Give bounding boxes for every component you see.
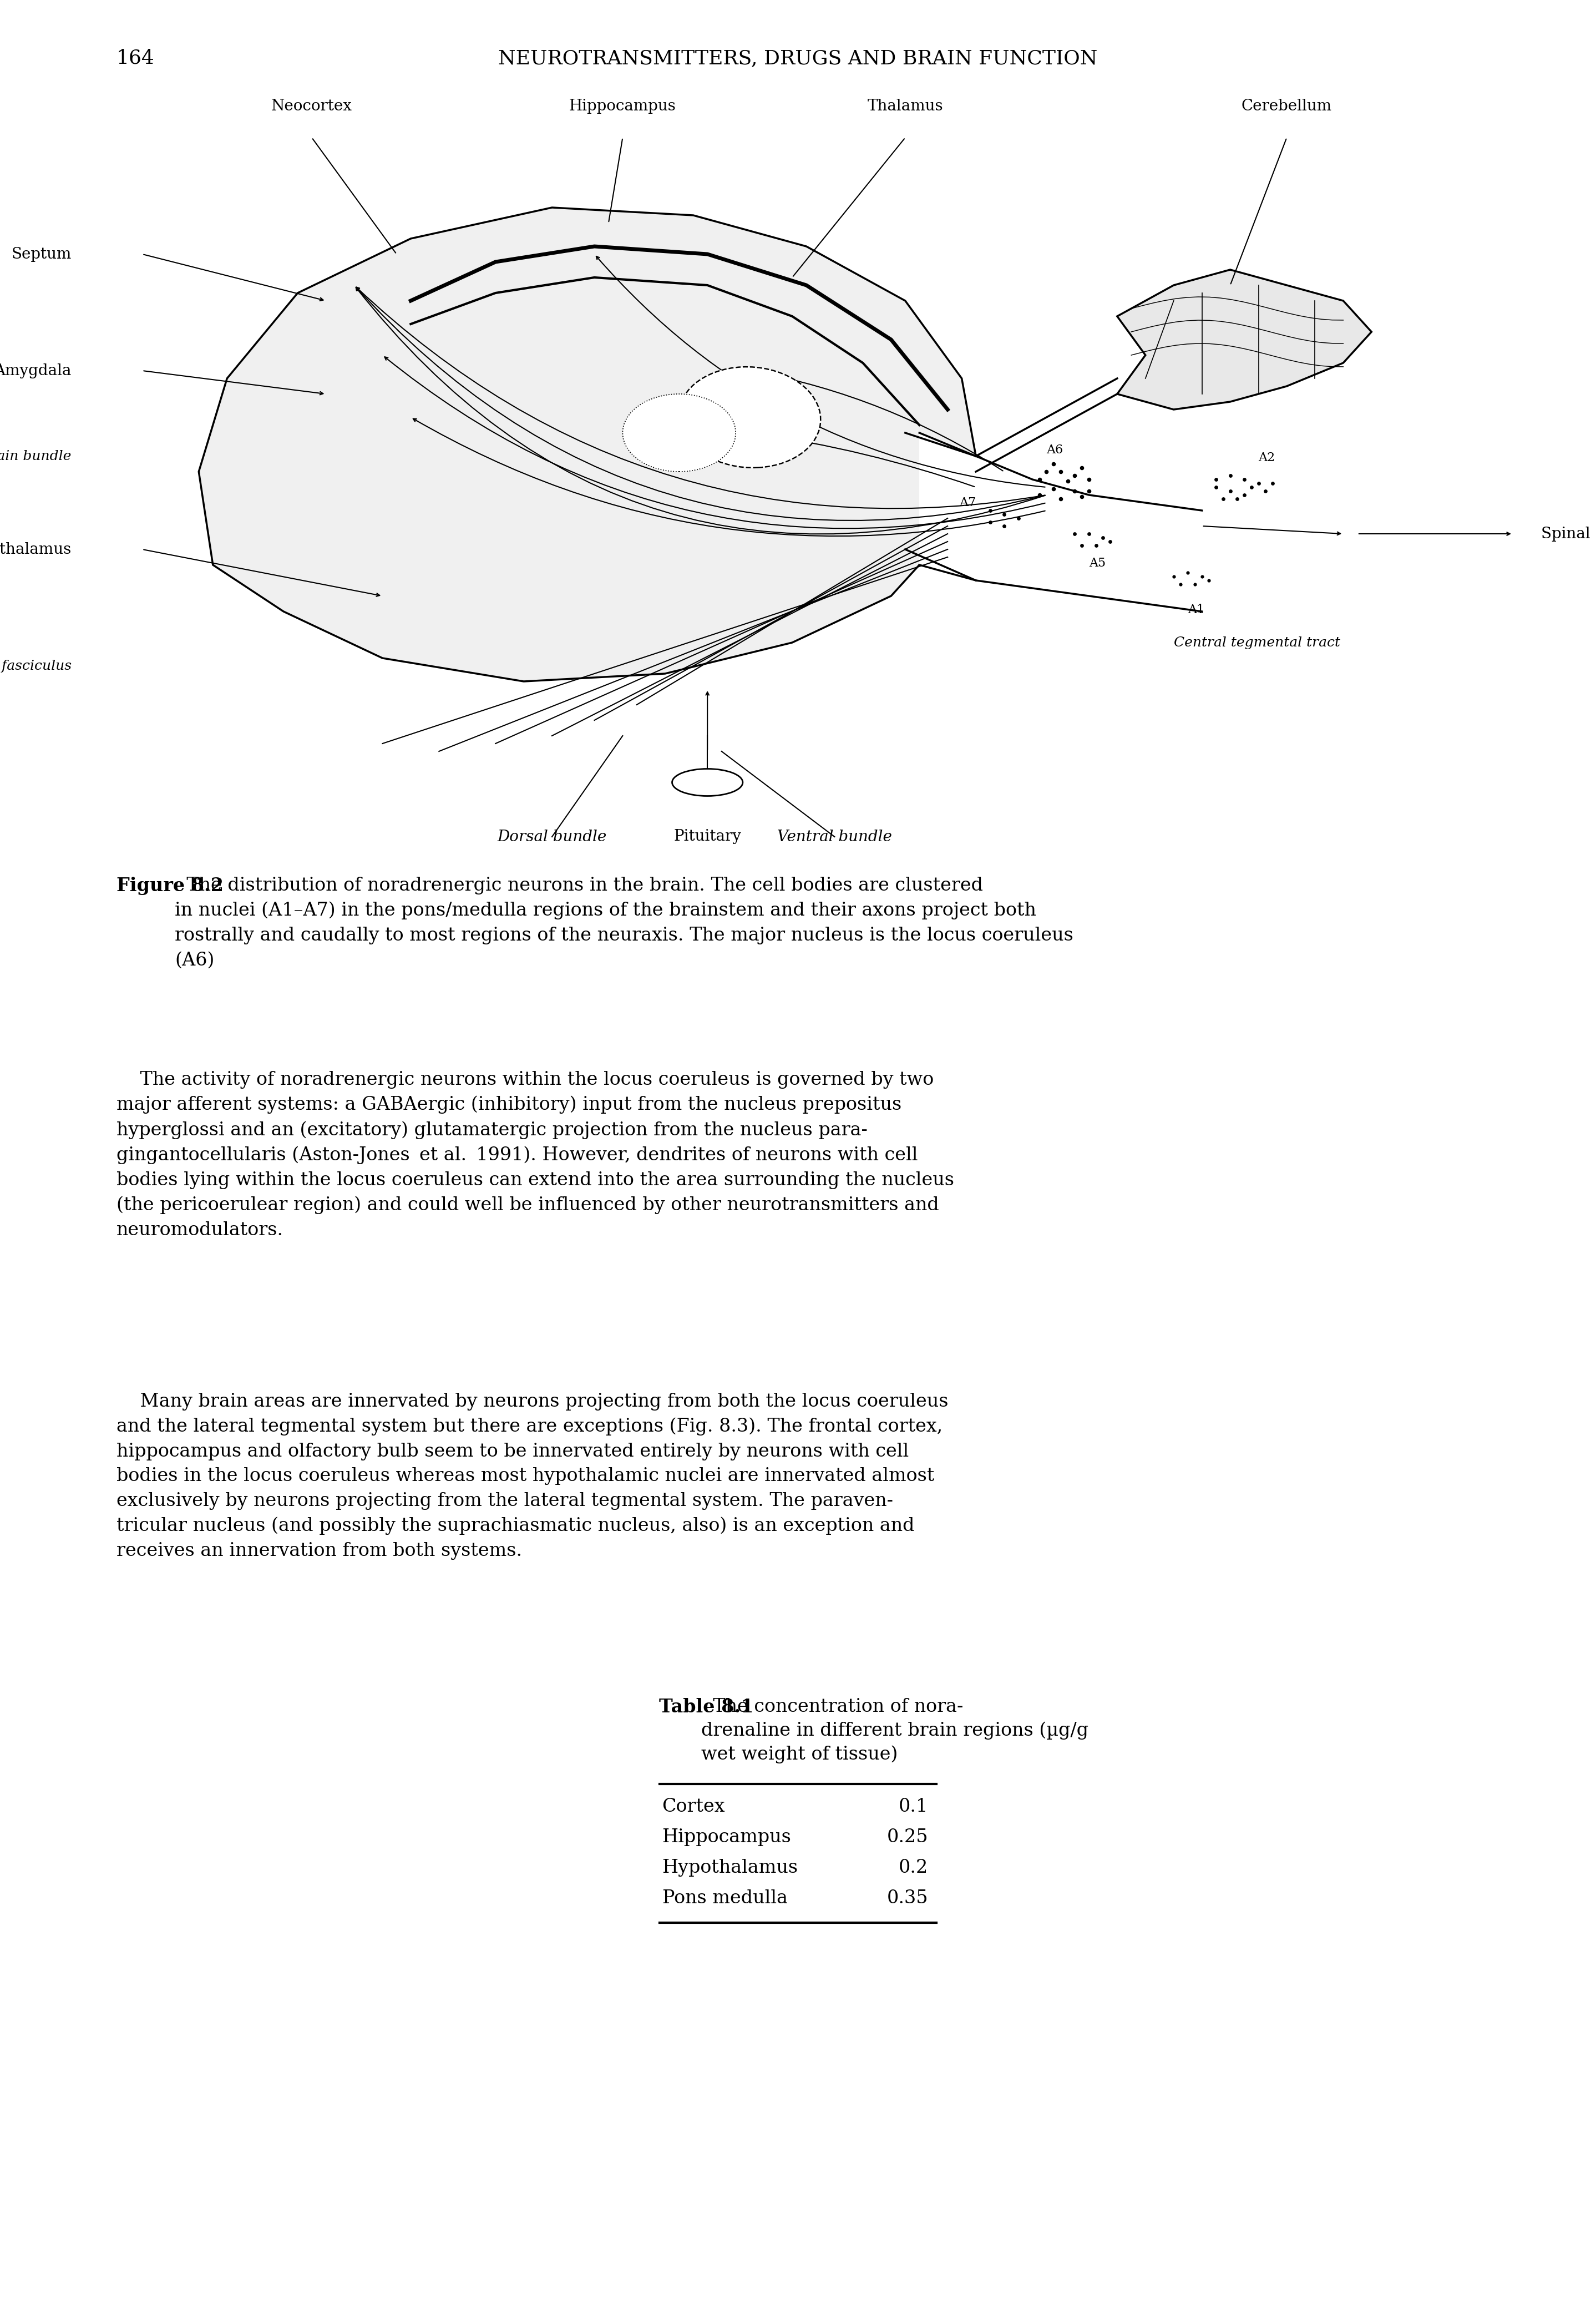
Point <box>1069 478 1095 515</box>
Text: NEUROTRANSMITTERS, DRUGS AND BRAIN FUNCTION: NEUROTRANSMITTERS, DRUGS AND BRAIN FUNCT… <box>498 49 1098 67</box>
Point <box>1246 464 1272 501</box>
Point <box>1041 471 1066 508</box>
Point <box>1189 559 1215 596</box>
Text: Hippocampus: Hippocampus <box>662 1828 792 1847</box>
Ellipse shape <box>672 768 742 796</box>
Point <box>1175 554 1200 592</box>
Point <box>1076 462 1101 499</box>
Text: A5: A5 <box>1088 557 1106 568</box>
Point <box>1232 476 1258 513</box>
Point <box>1061 515 1087 552</box>
Point <box>1005 499 1031 536</box>
Text: 0.25: 0.25 <box>887 1828 929 1847</box>
Text: Dorsal longitudinal fasciculus: Dorsal longitudinal fasciculus <box>0 659 72 673</box>
Point <box>1253 473 1278 510</box>
Point <box>1069 450 1095 487</box>
Point <box>1090 520 1116 557</box>
Point <box>1049 480 1074 517</box>
Point <box>1210 480 1235 517</box>
Text: Hypothalamus: Hypothalamus <box>0 543 72 557</box>
Text: Median forebrain bundle: Median forebrain bundle <box>0 450 72 462</box>
Ellipse shape <box>622 394 736 471</box>
Text: A2: A2 <box>1259 452 1275 464</box>
Text: Hypothalamus: Hypothalamus <box>662 1858 798 1877</box>
Text: The concentration of nora-
drenaline in different brain regions (µg/g
wet weight: The concentration of nora- drenaline in … <box>701 1698 1088 1763</box>
Point <box>1026 462 1052 499</box>
Text: Central tegmental tract: Central tegmental tract <box>1173 636 1341 650</box>
Polygon shape <box>200 206 975 682</box>
Point <box>1069 527 1095 564</box>
Text: Hippocampus: Hippocampus <box>570 100 677 114</box>
Point <box>1160 559 1186 596</box>
Point <box>1218 457 1243 494</box>
Text: Thalamus: Thalamus <box>867 100 943 114</box>
Text: A1: A1 <box>1187 603 1205 615</box>
Point <box>1055 462 1080 499</box>
Point <box>991 508 1017 545</box>
Point <box>1061 473 1087 510</box>
Text: Septum: Septum <box>11 246 72 262</box>
Text: The distribution of noradrenergic neurons in the brain. The cell bodies are clus: The distribution of noradrenergic neuron… <box>174 877 1074 970</box>
Point <box>1232 462 1258 499</box>
Point <box>1076 515 1101 552</box>
Point <box>1203 462 1229 499</box>
Text: 0.35: 0.35 <box>887 1888 929 1907</box>
Point <box>1218 473 1243 510</box>
Point <box>1026 476 1052 513</box>
Text: Pons medulla: Pons medulla <box>662 1888 787 1907</box>
Text: 164: 164 <box>117 49 155 67</box>
Point <box>1224 480 1250 517</box>
Point <box>1183 566 1208 603</box>
Point <box>1084 527 1109 564</box>
Text: Spinal cord: Spinal cord <box>1542 527 1596 541</box>
Point <box>977 503 1002 541</box>
Point <box>1076 473 1101 510</box>
Text: Cerebellum: Cerebellum <box>1242 100 1333 114</box>
Text: Pituitary: Pituitary <box>674 828 741 844</box>
Text: Ventral bundle: Ventral bundle <box>777 831 892 844</box>
Point <box>1203 469 1229 506</box>
Text: A7: A7 <box>959 496 975 508</box>
Text: 0.2: 0.2 <box>899 1858 929 1877</box>
Text: Amygdala: Amygdala <box>0 364 72 378</box>
Text: A6: A6 <box>1047 443 1063 457</box>
Point <box>1197 561 1223 599</box>
Point <box>1061 457 1087 494</box>
Point <box>991 496 1017 534</box>
Text: Many brain areas are innervated by neurons projecting from both the locus coerul: Many brain areas are innervated by neuro… <box>117 1392 948 1559</box>
Text: Table 8.1: Table 8.1 <box>659 1698 753 1717</box>
Point <box>1049 452 1074 490</box>
Point <box>1098 522 1124 559</box>
Point <box>1034 452 1060 490</box>
Point <box>1238 469 1264 506</box>
Text: Figure 8.2: Figure 8.2 <box>117 877 223 896</box>
Point <box>1041 445 1066 483</box>
Text: 0.1: 0.1 <box>899 1798 929 1817</box>
Text: The activity of noradrenergic neurons within the locus coeruleus is governed by : The activity of noradrenergic neurons wi… <box>117 1072 954 1239</box>
Text: Neocortex: Neocortex <box>271 100 353 114</box>
Text: Dorsal bundle: Dorsal bundle <box>498 831 606 844</box>
Text: Cortex: Cortex <box>662 1798 725 1817</box>
Point <box>977 492 1002 529</box>
Point <box>1168 566 1194 603</box>
Polygon shape <box>1117 269 1371 411</box>
Ellipse shape <box>678 367 820 469</box>
Point <box>1259 464 1285 501</box>
